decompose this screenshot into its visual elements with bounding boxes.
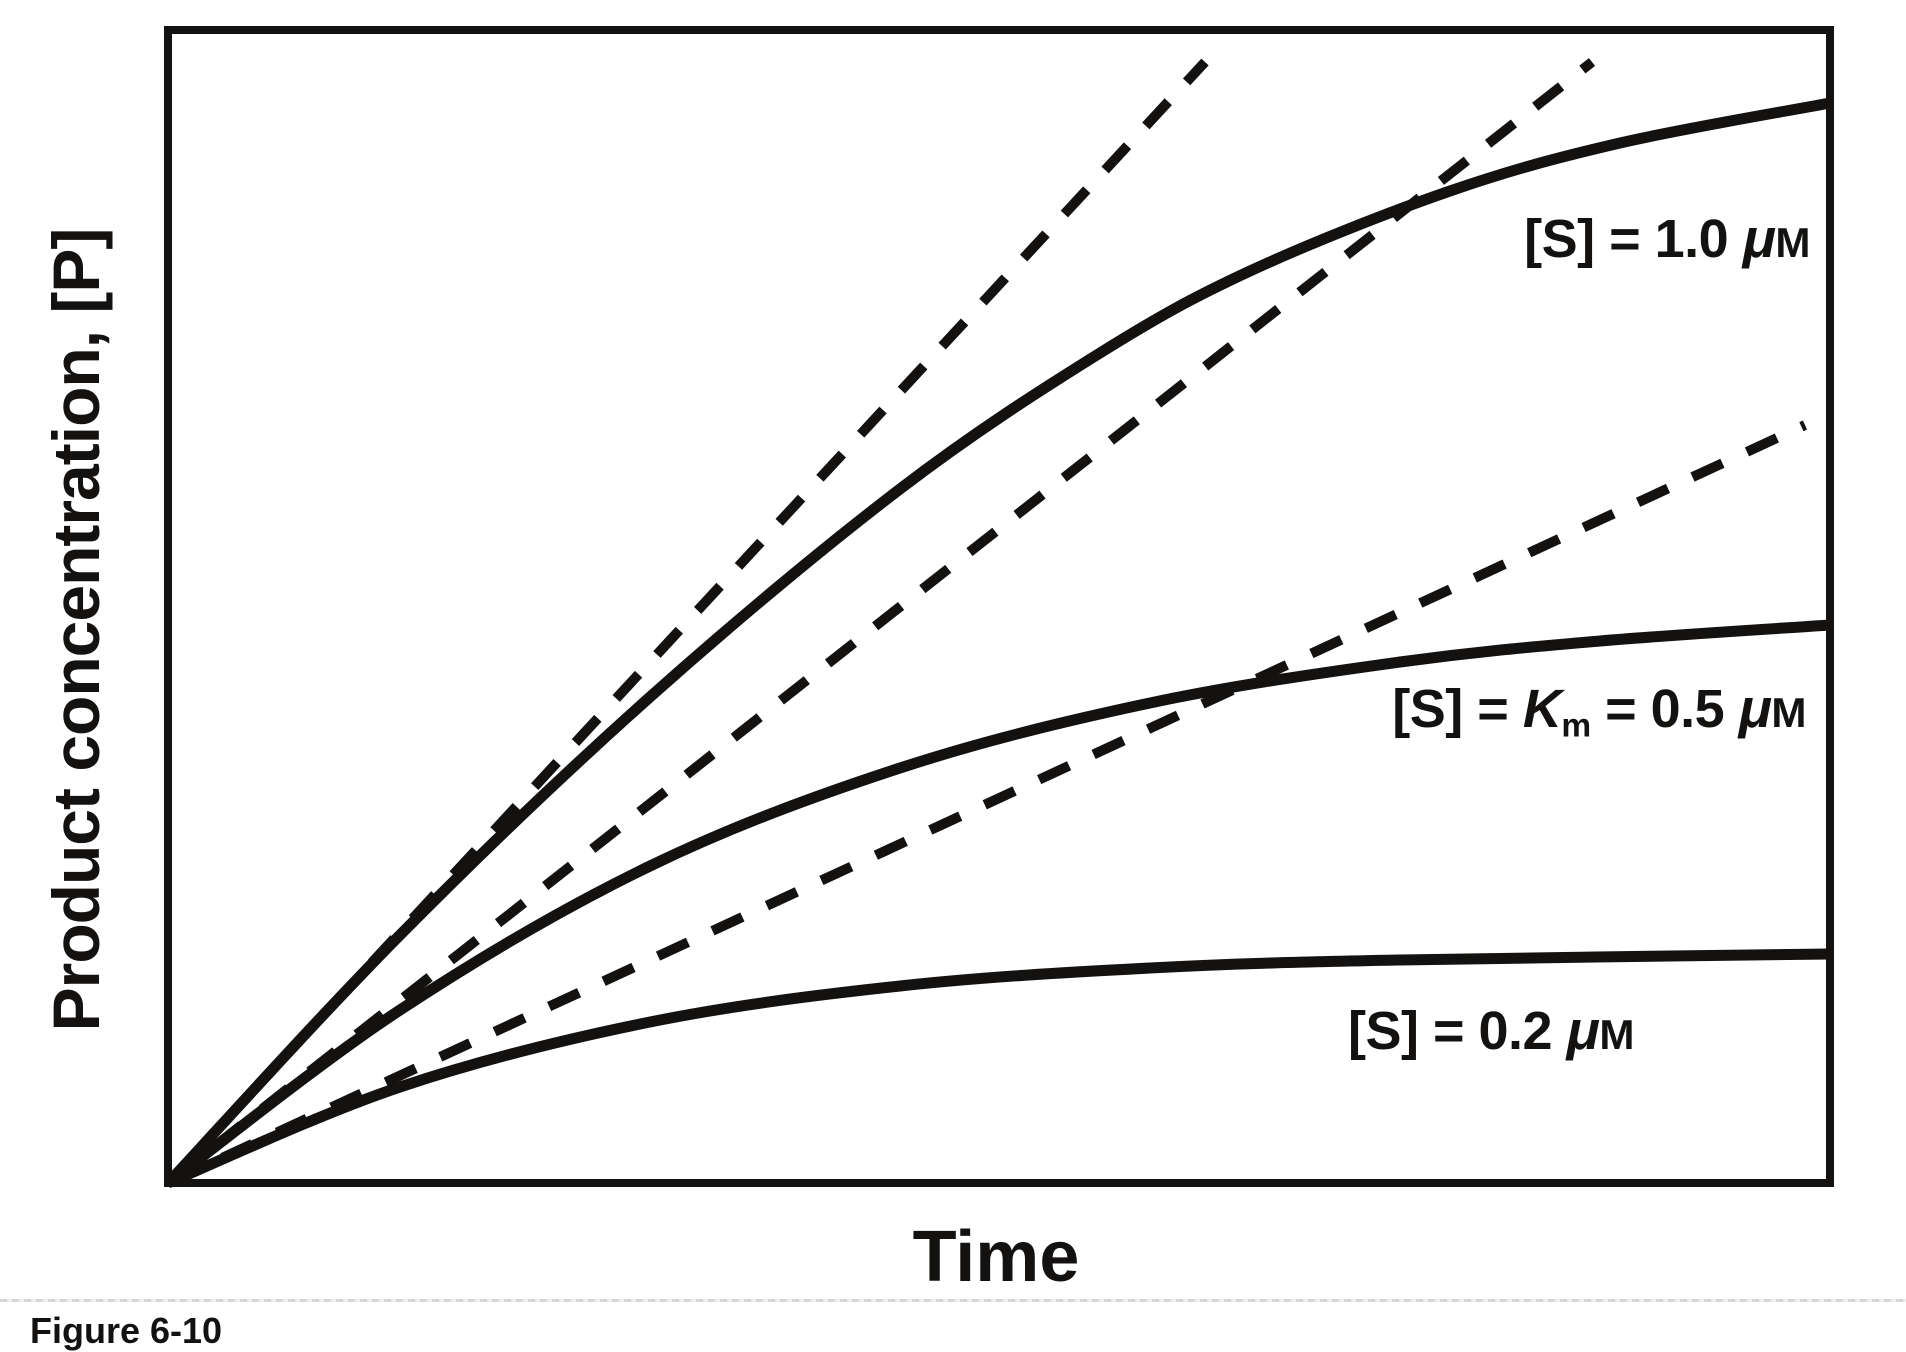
figure-caption: Figure 6-10 [30, 1310, 223, 1351]
progress-curve-3 [165, 948, 1831, 1189]
x-axis-label: Time [912, 1217, 1080, 1297]
molar-unit: M [1771, 689, 1806, 736]
curve-label-text: [S] = 0.2 [1348, 1001, 1567, 1061]
curve-label-text: [S] = [1392, 679, 1523, 739]
plot-frame [164, 26, 1834, 1187]
mu-symbol: μ [1566, 999, 1600, 1061]
mu-symbol: μ [1738, 677, 1772, 739]
km-subscript: m [1561, 707, 1591, 745]
molar-unit: M [1775, 219, 1810, 266]
y-axis-label: Product concentration, [P] [39, 228, 113, 1032]
initial-velocity-tangent-2 [164, 58, 1596, 1187]
curve-label-text: [S] = 1.0 [1524, 209, 1743, 269]
mu-symbol: μ [1742, 207, 1776, 269]
curve-label-text: = 0.5 [1590, 679, 1739, 739]
km-variable: K [1522, 679, 1562, 739]
page-divider-rule [0, 1299, 1906, 1302]
curve-label-s-1.0: [S] = 1.0 μM [1524, 206, 1810, 270]
molar-unit: M [1599, 1011, 1634, 1058]
initial-velocity-tangent-3 [165, 420, 1808, 1188]
curve-label-s-0.2: [S] = 0.2 μM [1348, 998, 1634, 1062]
curve-label-s-km-0.5: [S] = Km = 0.5 μM [1392, 676, 1806, 745]
initial-velocity-tangent-1 [164, 58, 1209, 1187]
progress-curve-2 [164, 619, 1831, 1188]
